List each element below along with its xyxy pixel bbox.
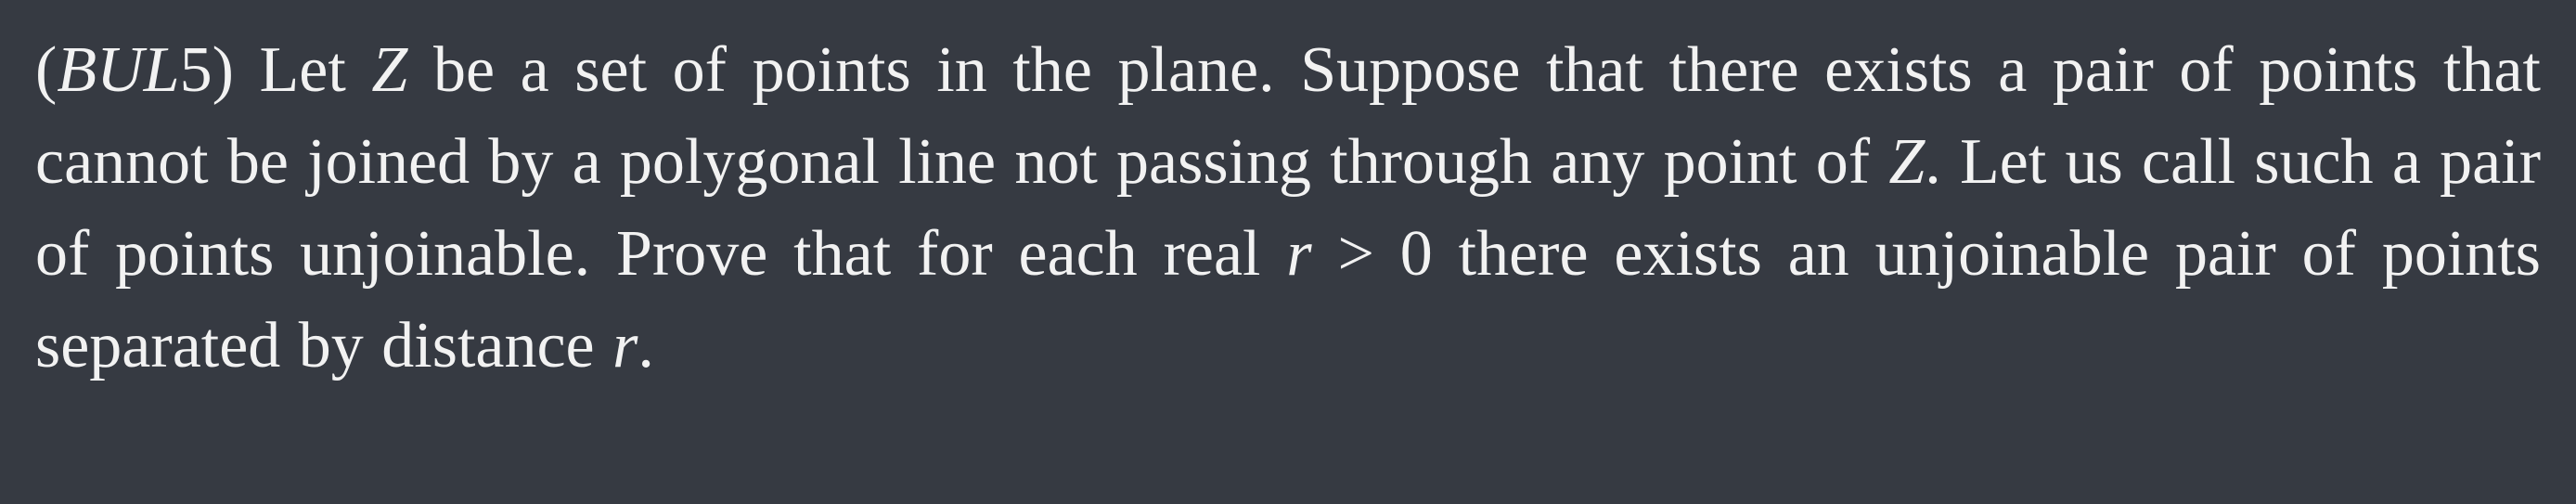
math-z: Z (1888, 126, 1926, 198)
math-z: Z (371, 34, 408, 106)
label-number: 5 (179, 34, 213, 106)
label-variable: BUL (57, 34, 180, 106)
text-unjoinable: . Let us call such a pair of points unjo… (35, 126, 2542, 290)
math-greater-than: > (1311, 218, 1400, 290)
text-period: . (638, 310, 654, 381)
problem-statement: (BUL5) Let Z be a set of points in the p… (35, 24, 2541, 392)
label-open-paren: ( (35, 34, 58, 106)
math-zero: 0 (1399, 218, 1433, 290)
text-distance: there exists an unjoinable pair of point… (35, 218, 2541, 381)
label-close-paren: ) (212, 34, 234, 106)
text-let: Let (233, 34, 372, 106)
problem-label: (BUL5) (35, 34, 234, 106)
math-r: r (1286, 218, 1312, 290)
text-set-of-points: be a set of points in the plane. Suppose… (35, 34, 2542, 198)
math-r: r (612, 310, 638, 381)
